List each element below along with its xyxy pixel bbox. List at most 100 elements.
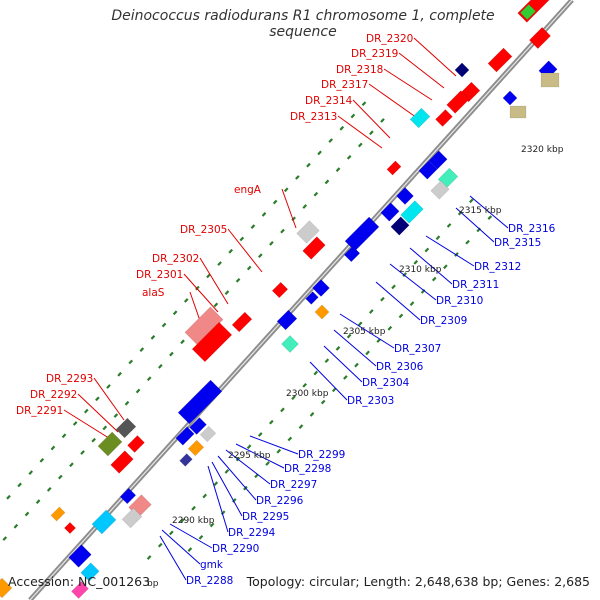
gene-arrow[interactable] xyxy=(487,47,513,73)
forward-gene-label[interactable]: DR_2314 xyxy=(305,95,353,107)
gene-box[interactable] xyxy=(390,216,410,236)
gene-arrow[interactable] xyxy=(396,187,414,205)
gene-arrow[interactable] xyxy=(502,90,518,106)
gene-arrow[interactable] xyxy=(127,435,145,453)
gene-arrow[interactable] xyxy=(177,379,223,425)
gene-box[interactable] xyxy=(540,72,560,88)
gene-arrow[interactable] xyxy=(271,281,289,299)
gene-arrow[interactable] xyxy=(312,279,330,297)
gene-box[interactable] xyxy=(314,304,330,320)
gene-arrow[interactable] xyxy=(305,291,319,305)
gene-box[interactable] xyxy=(0,577,13,599)
gene-box[interactable] xyxy=(454,62,470,78)
gene-box[interactable] xyxy=(430,180,450,200)
gene-arrow[interactable] xyxy=(386,160,402,176)
reverse-gene-label[interactable]: DR_2304 xyxy=(362,377,410,389)
gene-arrow[interactable] xyxy=(189,417,207,435)
gene-arrow[interactable] xyxy=(231,311,253,333)
gene-box[interactable] xyxy=(509,105,527,119)
track-tick-dot xyxy=(357,142,363,148)
gene-box[interactable] xyxy=(97,431,123,457)
reverse-gene-label[interactable]: DR_2298 xyxy=(284,463,331,475)
gene-box[interactable] xyxy=(199,425,217,443)
gene-box[interactable] xyxy=(50,506,66,522)
gene-box[interactable] xyxy=(80,562,100,582)
gene-box[interactable] xyxy=(296,220,320,244)
forward-gene-label[interactable]: DR_2320 xyxy=(366,33,413,45)
gene-box[interactable] xyxy=(187,439,205,457)
reverse-gene-label[interactable]: DR_2295 xyxy=(242,511,289,523)
gene-arrow[interactable] xyxy=(343,245,361,263)
forward-gene-label[interactable]: DR_2317 xyxy=(321,79,368,91)
gene-arrow[interactable] xyxy=(110,450,134,474)
reverse-gene-label[interactable]: DR_2307 xyxy=(394,343,441,355)
reverse-gene-label[interactable]: DR_2303 xyxy=(347,395,394,407)
gene-box[interactable] xyxy=(115,417,137,439)
track-tick-dot xyxy=(269,241,274,246)
track-tick-dot xyxy=(295,175,300,180)
forward-gene-label[interactable]: DR_2291 xyxy=(16,405,63,417)
gene-box[interactable] xyxy=(281,335,299,353)
reverse-gene-label[interactable]: DR_2312 xyxy=(474,261,521,273)
reverse-leader-line xyxy=(425,235,475,267)
reverse-gene-label[interactable]: DR_2294 xyxy=(228,527,276,539)
gene-arrow[interactable] xyxy=(418,160,438,180)
gene-arrow[interactable] xyxy=(344,216,380,252)
track-tick-dot xyxy=(357,321,363,327)
gene-arrow[interactable] xyxy=(191,321,233,363)
reverse-gene-label[interactable]: DR_2299 xyxy=(298,449,345,461)
gene-box[interactable] xyxy=(179,453,193,467)
track-tick-dot xyxy=(24,511,30,517)
gene-box[interactable] xyxy=(121,507,143,529)
track-tick-dot xyxy=(106,384,111,389)
track-tick-dot xyxy=(283,187,289,193)
gene-box[interactable] xyxy=(71,581,89,599)
reverse-leader-line xyxy=(469,195,509,229)
track-tick-dot xyxy=(313,370,319,376)
forward-gene-label[interactable]: DR_2293 xyxy=(46,373,93,385)
gene-arrow[interactable] xyxy=(428,150,448,170)
reverse-gene-label[interactable]: DR_2315 xyxy=(494,237,541,249)
reverse-gene-label[interactable]: DR_2306 xyxy=(376,361,424,373)
reverse-gene-label[interactable]: DR_2311 xyxy=(452,279,499,291)
reverse-gene-label[interactable]: DR_2310 xyxy=(436,295,483,307)
forward-gene-label[interactable]: DR_2292 xyxy=(30,389,77,401)
forward-gene-label[interactable]: DR_2319 xyxy=(351,48,398,60)
track-tick-dot xyxy=(298,424,304,429)
forward-gene-label[interactable]: DR_2305 xyxy=(180,224,227,236)
accession-text: Accession: NC_001263 xyxy=(8,574,151,589)
forward-gene-label[interactable]: DR_2301 xyxy=(136,269,183,281)
gene-arrow[interactable] xyxy=(63,521,77,535)
forward-gene-label[interactable]: DR_2318 xyxy=(336,64,383,76)
forward-gene-label[interactable]: engA xyxy=(234,184,262,196)
reverse-gene-label[interactable]: DR_2296 xyxy=(256,495,304,507)
gene-arrow[interactable] xyxy=(302,236,326,260)
reverse-gene-label[interactable]: gmk xyxy=(200,559,224,571)
reverse-gene-label[interactable]: DR_2316 xyxy=(508,223,556,235)
track-tick-dot xyxy=(217,261,222,266)
gene-arrow[interactable] xyxy=(446,90,470,114)
gene-box[interactable] xyxy=(400,200,424,224)
gene-arrow[interactable] xyxy=(519,3,537,21)
reverse-gene-label[interactable]: DR_2297 xyxy=(270,479,317,491)
gene-arrow[interactable] xyxy=(175,426,195,446)
gene-arrow[interactable] xyxy=(91,509,117,535)
track-tick-dot xyxy=(469,198,474,204)
gene-arrow[interactable] xyxy=(276,309,298,331)
forward-gene-label[interactable]: alaS xyxy=(142,287,165,299)
reverse-gene-label[interactable]: DR_2288 xyxy=(186,575,233,587)
gene-arrow[interactable] xyxy=(529,27,551,49)
gene-arrow[interactable] xyxy=(435,109,453,127)
gene-arrow[interactable] xyxy=(119,487,137,505)
track-tick-dot xyxy=(6,494,11,500)
forward-gene-label[interactable]: DR_2302 xyxy=(152,253,199,265)
gene-arrow[interactable] xyxy=(68,544,92,568)
reverse-gene-label[interactable]: DR_2290 xyxy=(212,543,259,555)
reverse-leader-line xyxy=(455,207,495,243)
reverse-gene-label[interactable]: DR_2309 xyxy=(420,315,467,327)
forward-gene-label[interactable]: DR_2313 xyxy=(290,111,337,123)
scale-tick-label: 2290 kbp xyxy=(172,516,215,526)
gene-box[interactable] xyxy=(409,107,431,129)
gene-arrow[interactable] xyxy=(380,202,400,222)
track-tick-dot xyxy=(413,259,419,265)
